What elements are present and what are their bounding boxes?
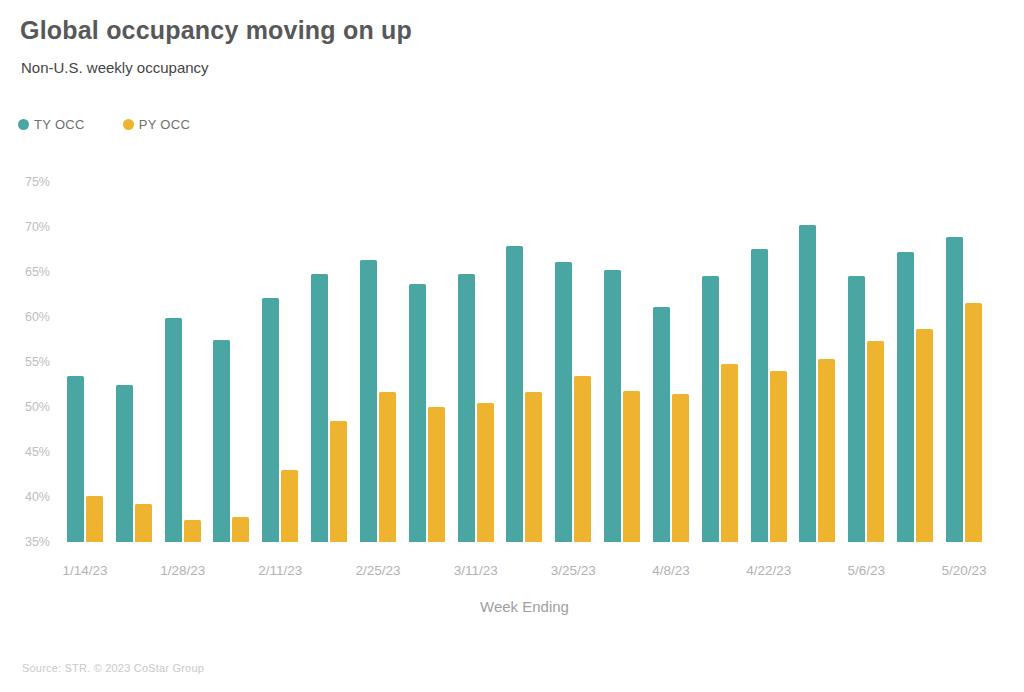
bar-group	[897, 252, 933, 542]
x-tick-label: 1/28/23	[138, 563, 228, 578]
bar-ty-occ	[653, 307, 670, 542]
y-tick-label: 40%	[8, 489, 50, 505]
bar-group	[653, 307, 689, 542]
bar-group	[165, 318, 201, 542]
y-tick-label: 65%	[8, 264, 50, 280]
bar-ty-occ	[751, 249, 768, 542]
x-tick-label: 3/25/23	[528, 563, 618, 578]
bar-py-occ	[232, 517, 249, 542]
bar-py-occ	[477, 403, 494, 542]
bar-group	[409, 284, 445, 542]
bar-group	[799, 225, 835, 542]
bar-ty-occ	[165, 318, 182, 542]
plot-area	[67, 182, 982, 542]
bar-group	[213, 340, 249, 542]
x-tick-label: 4/22/23	[724, 563, 814, 578]
bar-py-occ	[184, 520, 201, 543]
bar-py-occ	[330, 421, 347, 542]
bar-ty-occ	[848, 276, 865, 542]
bar-ty-occ	[116, 385, 133, 542]
bar-ty-occ	[702, 276, 719, 542]
y-axis-labels: 75%70%65%60%55%50%45%40%35%	[8, 182, 50, 542]
bar-ty-occ	[555, 262, 572, 542]
y-tick-label: 75%	[8, 174, 50, 190]
bar-py-occ	[770, 371, 787, 542]
bar-ty-occ	[604, 270, 621, 542]
y-tick-label: 60%	[8, 309, 50, 325]
chart-legend: TY OCC PY OCC	[18, 117, 190, 132]
x-tick-label: 4/8/23	[626, 563, 716, 578]
bar-group	[262, 298, 298, 542]
y-tick-label: 45%	[8, 444, 50, 460]
legend-label-ty-occ: TY OCC	[34, 117, 85, 132]
source-attribution: Source: STR. © 2023 CoStar Group	[22, 662, 204, 674]
py-occ-dot-icon	[123, 119, 134, 130]
bar-group	[751, 249, 787, 542]
x-axis-labels: 1/14/231/28/232/11/232/25/233/11/233/25/…	[67, 563, 982, 581]
bar-py-occ	[281, 470, 298, 542]
page-subtitle: Non-U.S. weekly occupancy	[21, 59, 209, 76]
bar-ty-occ	[506, 246, 523, 542]
bar-group	[116, 385, 152, 542]
bar-ty-occ	[458, 274, 475, 542]
bar-group	[458, 274, 494, 542]
bar-group	[506, 246, 542, 542]
bar-group	[360, 260, 396, 542]
bar-py-occ	[135, 504, 152, 542]
bar-ty-occ	[213, 340, 230, 542]
y-tick-label: 70%	[8, 219, 50, 235]
bar-ty-occ	[897, 252, 914, 542]
bar-group	[848, 276, 884, 542]
bar-py-occ	[818, 359, 835, 542]
bar-ty-occ	[262, 298, 279, 542]
x-tick-label: 5/6/23	[821, 563, 911, 578]
bar-py-occ	[428, 407, 445, 542]
y-tick-label: 50%	[8, 399, 50, 415]
bar-py-occ	[867, 341, 884, 542]
bar-group	[946, 237, 982, 542]
bar-ty-occ	[946, 237, 963, 542]
bar-py-occ	[916, 329, 933, 542]
bar-py-occ	[721, 364, 738, 542]
bar-ty-occ	[67, 376, 84, 542]
bar-py-occ	[525, 392, 542, 542]
y-tick-label: 55%	[8, 354, 50, 370]
bar-py-occ	[574, 376, 591, 543]
bar-group	[311, 274, 347, 542]
y-tick-label: 35%	[8, 534, 50, 550]
x-tick-label: 3/11/23	[431, 563, 521, 578]
bar-ty-occ	[311, 274, 328, 542]
bar-group	[702, 276, 738, 542]
bar-py-occ	[86, 496, 103, 542]
legend-label-py-occ: PY OCC	[139, 117, 190, 132]
bar-group	[555, 262, 591, 542]
x-tick-label: 2/11/23	[235, 563, 325, 578]
legend-item-py-occ: PY OCC	[123, 117, 190, 132]
bar-ty-occ	[360, 260, 377, 542]
page-title: Global occupancy moving on up	[20, 16, 412, 45]
x-tick-label: 2/25/23	[333, 563, 423, 578]
bar-group	[604, 270, 640, 542]
ty-occ-dot-icon	[18, 119, 29, 130]
legend-item-ty-occ: TY OCC	[18, 117, 85, 132]
bar-group	[67, 376, 103, 542]
bar-ty-occ	[409, 284, 426, 542]
x-tick-label: 1/14/23	[40, 563, 130, 578]
bar-ty-occ	[799, 225, 816, 542]
x-tick-label: 5/20/23	[919, 563, 1009, 578]
bar-py-occ	[672, 394, 689, 543]
bar-py-occ	[623, 391, 640, 542]
x-axis-title: Week Ending	[67, 598, 982, 615]
bar-py-occ	[379, 392, 396, 542]
bar-py-occ	[965, 303, 982, 542]
